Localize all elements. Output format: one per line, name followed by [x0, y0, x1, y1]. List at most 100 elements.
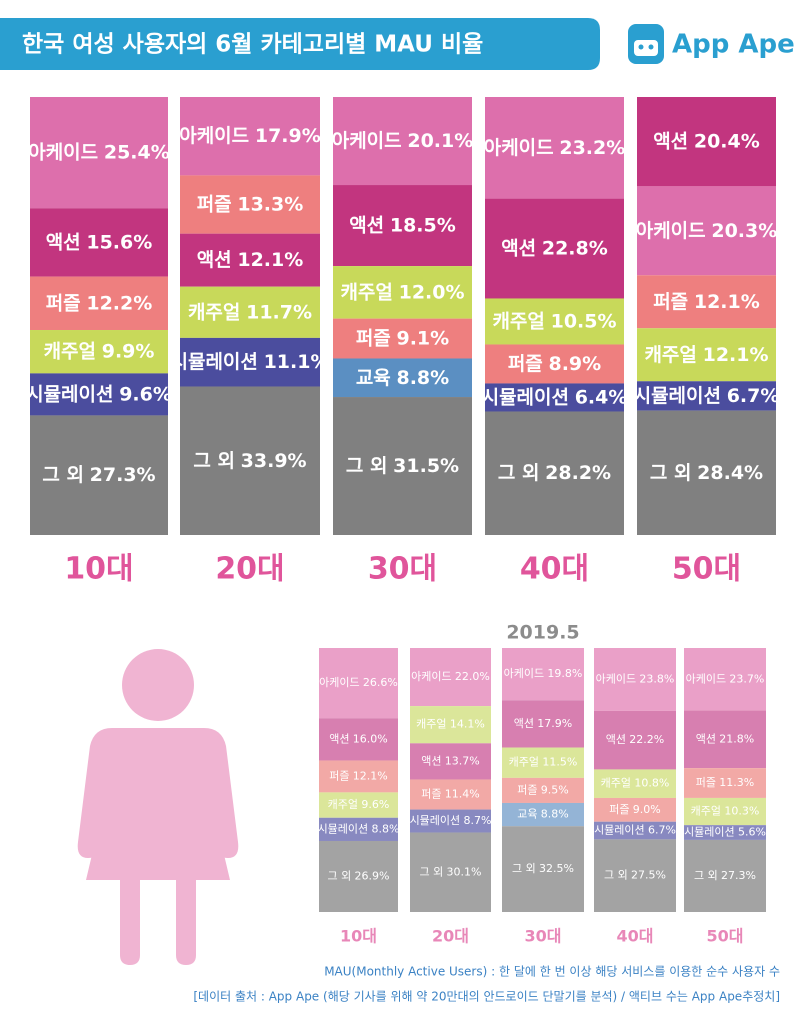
bar-segment: [594, 769, 676, 798]
x-tick-label: 50대: [672, 552, 741, 587]
bar-segment: [30, 97, 168, 209]
chart-subtitle: 2019.5: [506, 622, 579, 644]
segment-label: 퍼즐 8.9%: [508, 352, 601, 374]
segment-label: 그 외 30.1%: [419, 865, 481, 878]
segment-value-label: 17.9%: [537, 717, 572, 730]
segment-label: 시뮬레이션 5.6%: [684, 826, 766, 839]
segment-name: 아케이드: [596, 672, 636, 685]
segment-name: 퍼즐: [329, 769, 349, 782]
bar-segment: [30, 276, 168, 331]
bar-segment: [319, 817, 398, 841]
segment-name: 그 외: [650, 461, 692, 483]
bar-segment: [637, 97, 776, 187]
chart-title: 한국 여성 사용자의 6월 카테고리별 MAU 비율: [22, 32, 483, 58]
segment-value-label: 8.8%: [371, 822, 399, 835]
segment-value-label: 30.1%: [447, 865, 482, 878]
segment-label: 퍼즐 12.1%: [653, 290, 760, 312]
segment-name: 퍼즐: [517, 783, 537, 796]
segment-name: 캐주얼: [44, 340, 96, 362]
segment-label: 교육 8.8%: [517, 808, 569, 821]
footnote: MAU(Monthly Active Users) : 한 달에 한 번 이상 …: [324, 965, 780, 979]
segment-name: 그 외: [604, 869, 628, 882]
logo-text: App Ape: [672, 30, 795, 60]
segment-value-label: 9.0%: [633, 803, 661, 816]
bar-segment: [684, 710, 766, 769]
segment-label: 퍼즐 12.1%: [329, 769, 388, 782]
bar-segment: [502, 648, 584, 701]
bar-segment: [319, 648, 398, 719]
segment-value-label: 11.1%: [264, 351, 330, 373]
segment-label: 캐주얼 12.1%: [644, 343, 768, 365]
bar-segment: [684, 797, 766, 826]
segment-value-label: 20.1%: [407, 130, 473, 152]
segment-label: 퍼즐 9.5%: [517, 783, 569, 796]
segment-value-label: 9.1%: [396, 327, 449, 349]
segment-label: 액션 12.1%: [197, 249, 304, 271]
segment-name: 아케이드: [504, 667, 544, 680]
title-banner: [0, 18, 600, 70]
segment-name: 시뮬레이션: [482, 386, 569, 408]
segment-name: 퍼즐: [696, 776, 716, 789]
segment-label: 액션 16.0%: [329, 732, 388, 745]
segment-name: 아케이드: [636, 219, 706, 241]
x-tick-label: 30대: [368, 552, 437, 587]
segment-label: 아케이드 23.8%: [596, 672, 675, 685]
segment-name: 액션: [514, 717, 534, 730]
segment-value-label: 9.5%: [541, 783, 569, 796]
segment-label: 아케이드 20.1%: [332, 130, 474, 152]
segment-value-label: 10.5%: [551, 310, 617, 332]
segment-label: 퍼즐 11.4%: [421, 788, 480, 801]
segment-value-label: 23.7%: [729, 672, 764, 685]
segment-name: 캐주얼: [492, 310, 544, 332]
segment-label: 퍼즐 13.3%: [197, 193, 304, 215]
bar-segment: [637, 381, 776, 411]
footnote: [데이터 출처 : App Ape (해당 기사를 위해 약 20만대의 안드로…: [193, 989, 780, 1004]
segment-label: 액션 21.8%: [696, 732, 755, 745]
segment-name: 캐주얼: [188, 301, 240, 323]
segment-name: 시뮬레이션: [318, 822, 369, 835]
bar-segment: [502, 700, 584, 748]
segment-name: 퍼즐: [421, 788, 441, 801]
segment-value-label: 33.9%: [241, 449, 307, 471]
segment-value-label: 12.0%: [399, 281, 465, 303]
segment-name: 그 외: [42, 464, 84, 486]
segment-value-label: 27.3%: [721, 869, 756, 882]
bar-segment: [410, 648, 491, 707]
segment-value-label: 25.4%: [104, 141, 170, 163]
segment-name: 캐주얼: [601, 776, 631, 790]
segment-value-label: 8.7%: [463, 814, 491, 827]
bar-segment: [30, 208, 168, 277]
bar-segment: [485, 298, 624, 345]
bar-segment: [594, 648, 676, 711]
segment-label: 캐주얼 14.1%: [416, 717, 485, 731]
x-tick-label: 40대: [520, 552, 589, 587]
segment-name: 퍼즐: [609, 803, 629, 816]
bar-segment: [319, 840, 398, 912]
segment-label: 그 외 28.4%: [650, 461, 763, 483]
segment-label: 아케이드 25.4%: [28, 141, 170, 163]
segment-value-label: 18.5%: [390, 214, 456, 236]
segment-label: 아케이드 23.7%: [686, 672, 765, 685]
segment-name: 그 외: [327, 869, 351, 882]
bar-segment: [637, 328, 776, 382]
bar-segment: [180, 337, 320, 387]
bar-segment: [485, 344, 624, 384]
segment-value-label: 12.1%: [703, 343, 769, 365]
segment-name: 액션: [501, 237, 536, 259]
bar-segment: [180, 386, 320, 535]
bar-segment: [30, 330, 168, 374]
segment-value-label: 12.2%: [86, 292, 152, 314]
bar-segment: [319, 792, 398, 818]
segment-value-label: 6.7%: [727, 384, 780, 406]
segment-label: 아케이드 26.6%: [319, 676, 398, 689]
segment-label: 아케이드 22.0%: [411, 670, 490, 683]
segment-label: 시뮬레이션 6.7%: [594, 824, 676, 837]
segment-label: 캐주얼 9.9%: [44, 340, 155, 362]
segment-label: 캐주얼 10.8%: [601, 776, 670, 790]
segment-value-label: 23.2%: [559, 136, 625, 158]
segment-name: 교육: [356, 366, 391, 388]
segment-label: 그 외 32.5%: [512, 862, 574, 875]
segment-name: 아케이드: [28, 141, 98, 163]
segment-name: 액션: [653, 130, 688, 152]
